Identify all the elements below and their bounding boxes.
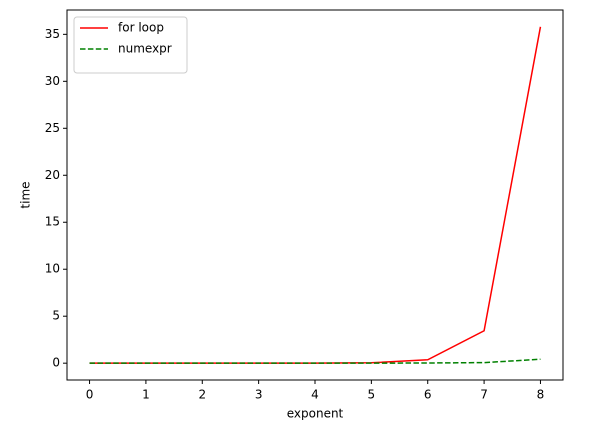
legend-label: numexpr <box>118 42 172 56</box>
x-tick-label: 0 <box>86 388 94 402</box>
x-tick-label: 1 <box>142 388 150 402</box>
y-tick-label: 10 <box>45 262 60 276</box>
plot-frame <box>66 9 564 381</box>
y-tick-label: 25 <box>45 121 60 135</box>
y-axis-label: time <box>19 181 33 208</box>
y-tick-label: 20 <box>45 168 60 182</box>
legend-box <box>73 16 188 74</box>
legend-label: for loop <box>118 21 164 35</box>
x-tick-label: 7 <box>480 388 488 402</box>
y-tick-label: 35 <box>45 27 60 41</box>
y-tick-label: 30 <box>45 74 60 88</box>
x-axis-label: exponent <box>287 407 344 421</box>
x-tick-label: 5 <box>368 388 376 402</box>
x-tick-label: 3 <box>255 388 263 402</box>
y-tick-label: 15 <box>45 215 60 229</box>
x-tick-label: 8 <box>537 388 545 402</box>
x-tick-label: 6 <box>424 388 432 402</box>
series-line <box>89 358 541 364</box>
y-tick-label: 0 <box>52 356 60 370</box>
x-tick-label: 2 <box>198 388 206 402</box>
y-tick-label: 5 <box>52 309 60 323</box>
x-tick-label: 4 <box>311 388 319 402</box>
